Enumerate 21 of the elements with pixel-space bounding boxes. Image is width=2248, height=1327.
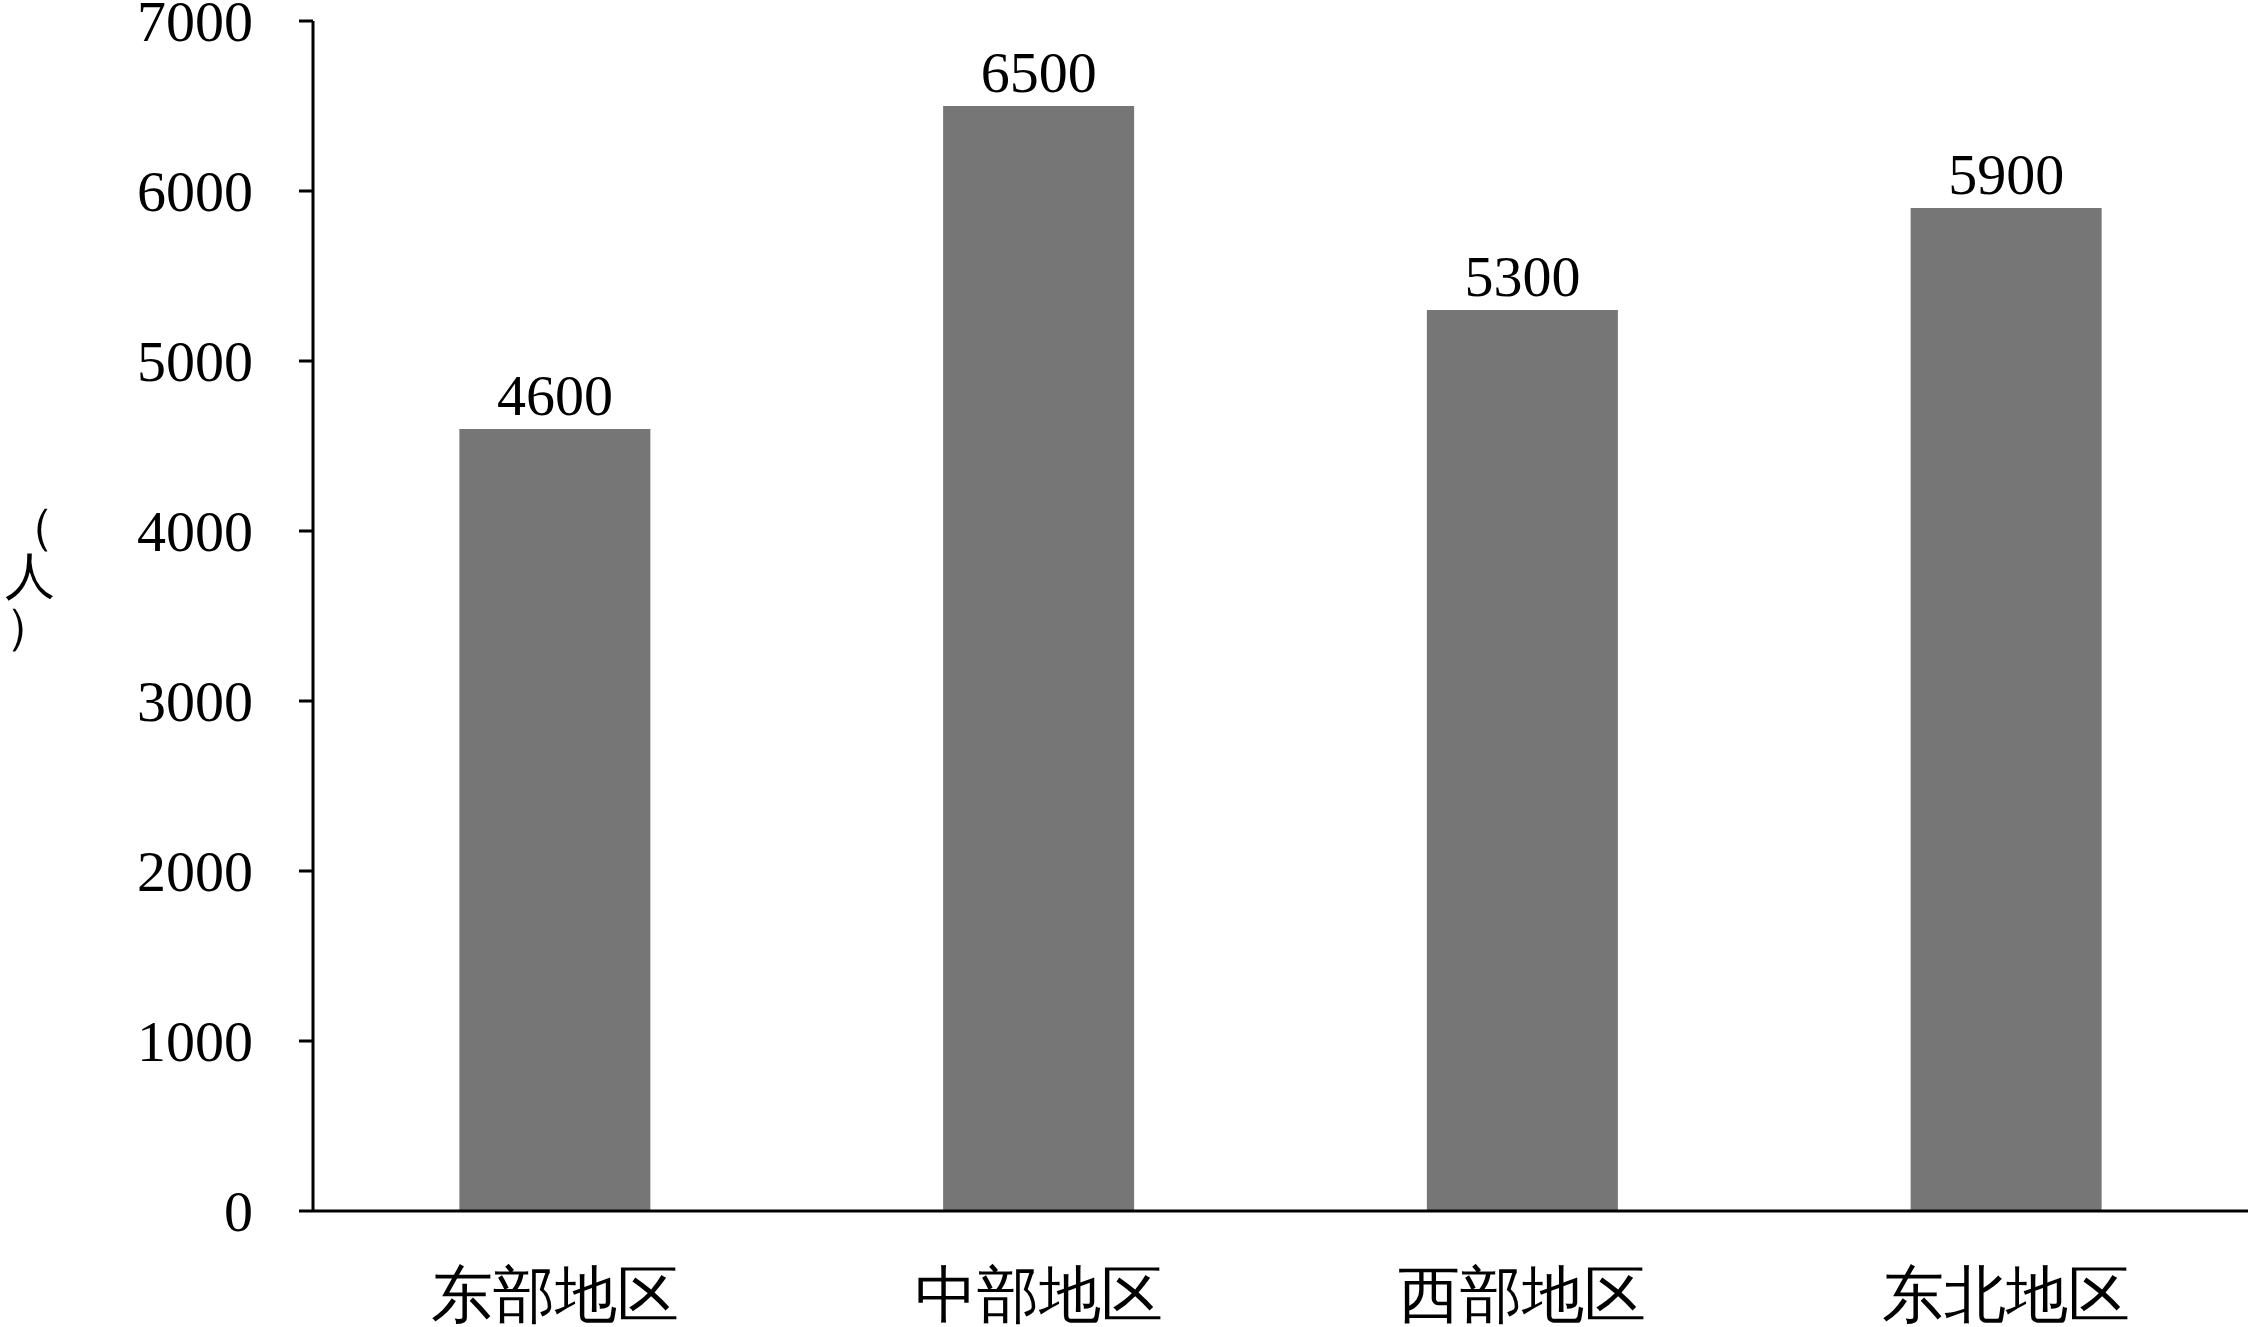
y-tick-label: 3000 [137, 669, 253, 734]
data-label: 4600 [496, 363, 613, 428]
data-label: 6500 [980, 40, 1097, 105]
y-tick-label: 1000 [137, 1009, 253, 1074]
y-tick-label: 0 [224, 1179, 253, 1244]
x-tick-label: 东北地区 [1882, 1261, 2131, 1327]
x-tick-label: 西部地区 [1398, 1261, 1647, 1327]
x-tick-label: 中部地区 [914, 1261, 1163, 1327]
data-label: 5900 [1948, 142, 2065, 207]
data-label: 5300 [1464, 244, 1581, 309]
y-tick-label: 2000 [137, 839, 253, 904]
bar [459, 429, 651, 1211]
y-axis-title: （人） [5, 497, 55, 654]
y-tick-label: 7000 [137, 0, 253, 54]
x-tick-label: 东部地区 [430, 1261, 679, 1327]
y-tick-label: 5000 [137, 329, 253, 394]
y-tick-label: 6000 [137, 159, 253, 224]
bar [1426, 310, 1618, 1211]
bar [943, 106, 1135, 1211]
y-tick-label: 4000 [137, 499, 253, 564]
bar [1910, 208, 2102, 1211]
